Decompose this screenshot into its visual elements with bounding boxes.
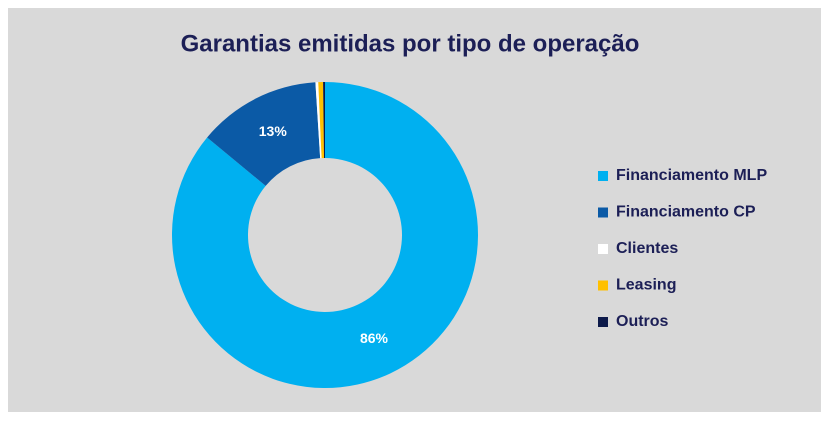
- donut-slice: [323, 82, 325, 159]
- legend-label: Financiamento CP: [616, 204, 756, 221]
- donut-slice: [315, 82, 322, 159]
- donut-slice: [172, 82, 479, 388]
- legend-label: Outros: [616, 313, 669, 330]
- data-label: 86%: [360, 330, 389, 346]
- legend-swatch: [598, 317, 608, 327]
- chart-title: Garantias emitidas por tipo de operação: [181, 30, 640, 57]
- donut-slice: [207, 82, 321, 186]
- legend-label: Financiamento MLP: [616, 167, 767, 184]
- legend-swatch: [598, 244, 608, 254]
- legend-swatch: [598, 207, 608, 218]
- donut-slice: [318, 82, 325, 159]
- legend-label: Leasing: [616, 277, 676, 294]
- legend-swatch: [598, 280, 608, 291]
- legend-swatch: [598, 171, 608, 181]
- data-label: 13%: [259, 123, 288, 139]
- legend-label: Clientes: [616, 240, 678, 257]
